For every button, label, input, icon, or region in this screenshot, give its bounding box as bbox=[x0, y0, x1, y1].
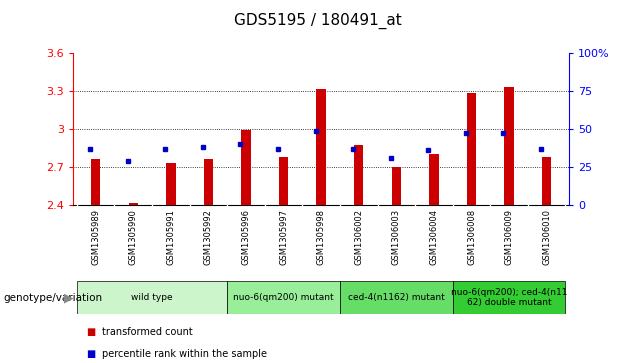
Text: ■: ■ bbox=[86, 327, 95, 337]
Bar bbox=[77, 281, 227, 314]
Bar bbox=[241, 130, 251, 205]
Text: GSM1306009: GSM1306009 bbox=[504, 209, 514, 265]
Text: nuo-6(qm200); ced-4(n11
62) double mutant: nuo-6(qm200); ced-4(n11 62) double mutan… bbox=[451, 288, 567, 307]
Text: GSM1305997: GSM1305997 bbox=[279, 209, 288, 265]
Text: ced-4(n1162) mutant: ced-4(n1162) mutant bbox=[348, 293, 445, 302]
Text: GSM1305998: GSM1305998 bbox=[317, 209, 326, 265]
Bar bbox=[354, 145, 363, 205]
Bar bbox=[429, 154, 439, 205]
Text: GSM1306010: GSM1306010 bbox=[542, 209, 551, 265]
Bar bbox=[166, 163, 176, 205]
Text: GDS5195 / 180491_at: GDS5195 / 180491_at bbox=[234, 13, 402, 29]
Text: GSM1305996: GSM1305996 bbox=[242, 209, 251, 265]
Text: GSM1305990: GSM1305990 bbox=[128, 209, 138, 265]
Bar bbox=[204, 159, 213, 205]
Text: genotype/variation: genotype/variation bbox=[3, 293, 102, 303]
Text: GSM1305991: GSM1305991 bbox=[167, 209, 176, 265]
Text: ■: ■ bbox=[86, 349, 95, 359]
Text: ▶: ▶ bbox=[64, 291, 74, 304]
Text: GSM1305989: GSM1305989 bbox=[91, 209, 100, 265]
Bar bbox=[227, 281, 340, 314]
Text: GSM1306008: GSM1306008 bbox=[467, 209, 476, 265]
Bar bbox=[467, 93, 476, 205]
Text: GSM1305992: GSM1305992 bbox=[204, 209, 213, 265]
Bar bbox=[317, 89, 326, 205]
Bar bbox=[392, 167, 401, 205]
Text: GSM1306003: GSM1306003 bbox=[392, 209, 401, 265]
Text: wild type: wild type bbox=[131, 293, 173, 302]
Text: GSM1306002: GSM1306002 bbox=[354, 209, 363, 265]
Text: GSM1306004: GSM1306004 bbox=[429, 209, 438, 265]
Bar bbox=[340, 281, 453, 314]
Text: nuo-6(qm200) mutant: nuo-6(qm200) mutant bbox=[233, 293, 334, 302]
Bar bbox=[279, 157, 288, 205]
Text: transformed count: transformed count bbox=[102, 327, 193, 337]
Bar bbox=[128, 203, 138, 205]
Bar bbox=[504, 87, 514, 205]
Bar bbox=[91, 159, 100, 205]
Bar bbox=[453, 281, 565, 314]
Text: percentile rank within the sample: percentile rank within the sample bbox=[102, 349, 266, 359]
Bar bbox=[542, 157, 551, 205]
